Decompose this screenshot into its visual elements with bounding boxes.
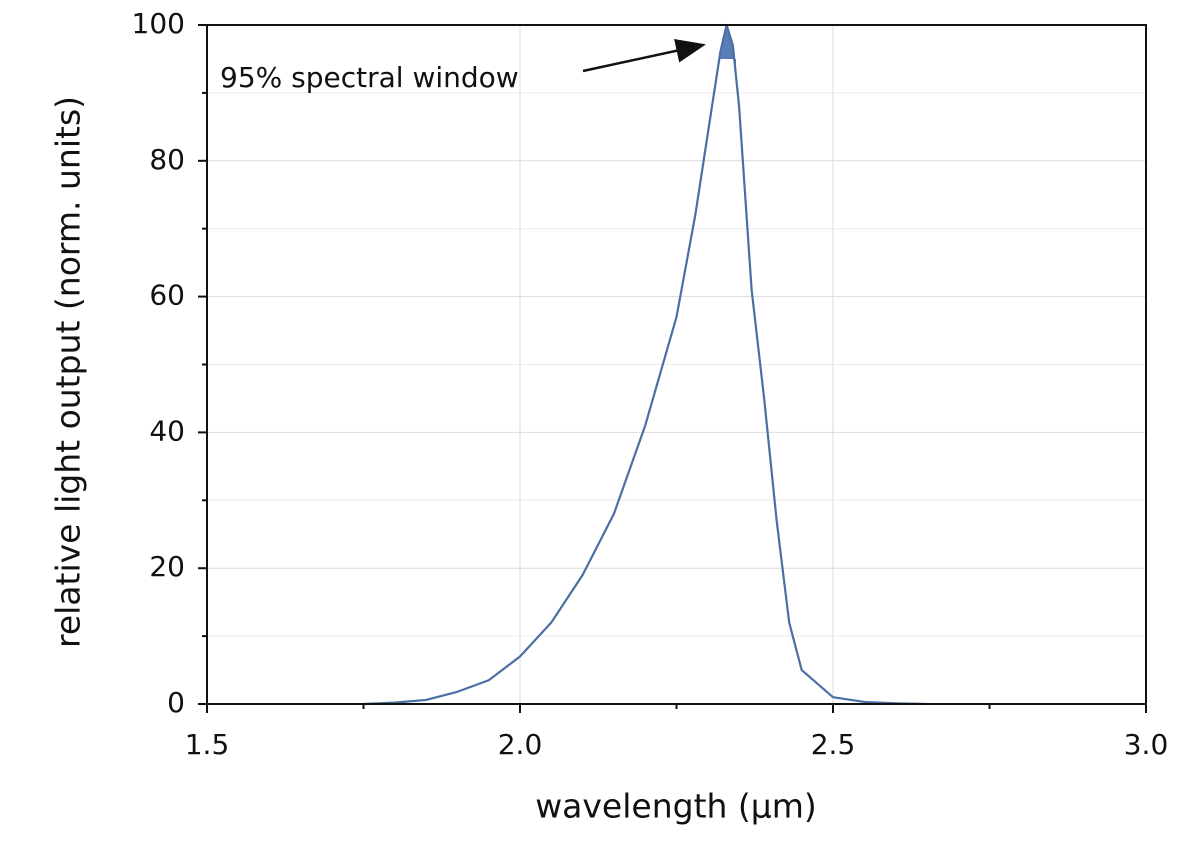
annotation-arrow: [582, 38, 706, 73]
y-axis-label: relative light output (norm. units): [49, 96, 88, 648]
y-tick-label: 100: [132, 7, 185, 40]
y-tick-label: 20: [149, 550, 185, 583]
y-tick-label: 40: [149, 414, 185, 447]
x-tick-label: 1.5: [185, 728, 230, 761]
x-tick-label: 2.0: [498, 728, 543, 761]
x-tick-label: 3.0: [1124, 728, 1169, 761]
grid: [206, 24, 1147, 705]
y-tick-label: 60: [149, 279, 185, 312]
x-axis-label: wavelength (µm): [535, 787, 817, 826]
plot: [363, 23, 927, 706]
y-tick-label: 80: [149, 143, 185, 176]
x-tick-label: 2.5: [811, 728, 856, 761]
line-series: [363, 23, 927, 706]
annotation: 95% spectral window: [220, 61, 519, 94]
spectral-window: [719, 25, 736, 76]
y-tick-label: 0: [167, 686, 185, 719]
